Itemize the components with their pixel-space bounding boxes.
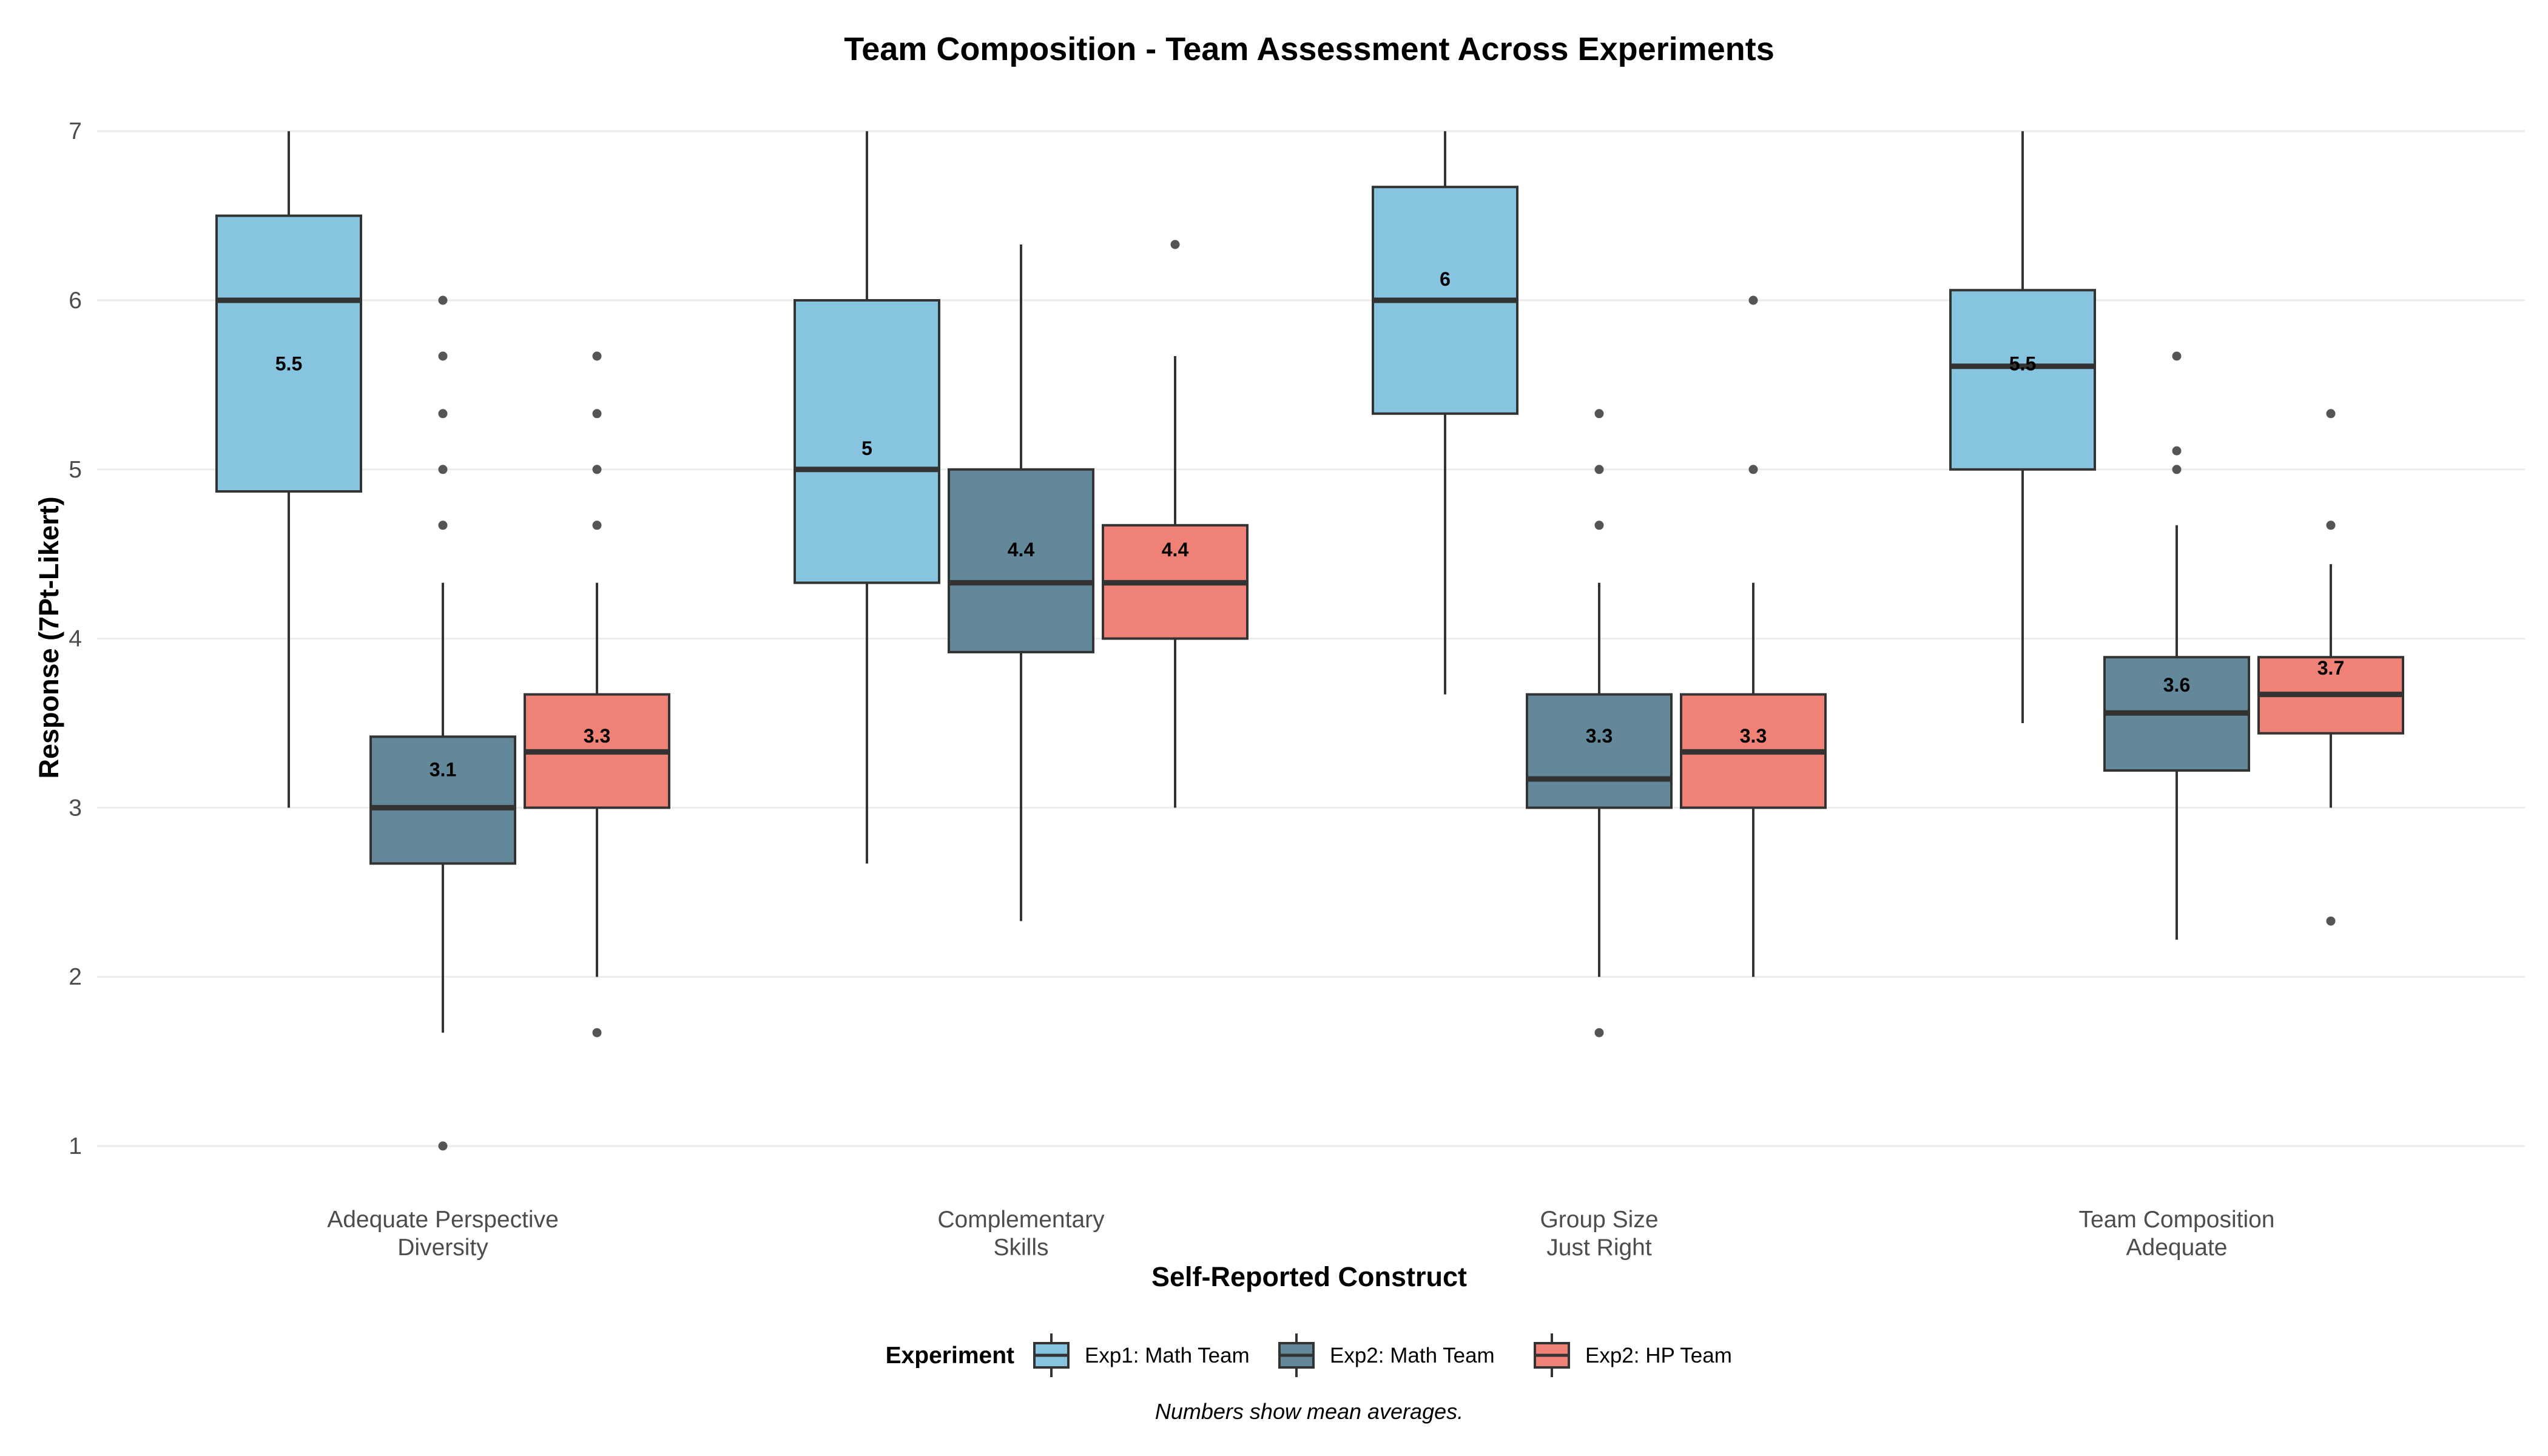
legend-label: Exp2: HP Team xyxy=(1585,1344,1732,1367)
box-group: 3.3 xyxy=(1526,409,1673,1037)
box-group: 3.3 xyxy=(524,351,670,1037)
outlier-point xyxy=(592,351,602,361)
legend-item: Exp2: HP Team xyxy=(1534,1333,1732,1377)
mean-label: 3.6 xyxy=(2163,674,2190,696)
outlier-point xyxy=(1594,521,1604,530)
x-axis-title: Self-Reported Construct xyxy=(1151,1261,1467,1292)
series-group: 3.1 4.4 3.3 3.6 xyxy=(369,244,2250,1151)
series-group: 3.3 4.4 3.3 3.7 xyxy=(524,240,2404,1037)
box xyxy=(1526,693,1673,809)
x-category-label: Complementary Skills xyxy=(937,1207,1105,1261)
x-category-label-line: Adequate xyxy=(2126,1235,2228,1261)
box xyxy=(948,468,1094,653)
legend-label: Exp2: Math Team xyxy=(1330,1344,1495,1367)
box xyxy=(369,735,516,865)
box-group: 3.1 xyxy=(369,295,516,1151)
x-category-label-line: Adequate Perspective xyxy=(327,1207,559,1233)
y-tick-labels: 1 2 3 4 5 6 7 xyxy=(69,118,82,1159)
x-category-label-line: Complementary xyxy=(937,1207,1105,1233)
legend-title: Experiment xyxy=(886,1343,1014,1369)
box-group: 3.6 xyxy=(2103,351,2250,940)
x-category-label-line: Team Composition xyxy=(2079,1207,2275,1233)
box-group: 3.3 xyxy=(1680,295,1827,977)
mean-label: 3.7 xyxy=(2317,657,2344,679)
box xyxy=(1949,289,2096,471)
outlier-point xyxy=(1594,465,1604,474)
mean-label: 4.4 xyxy=(1162,539,1189,561)
box xyxy=(215,214,362,493)
box-group: 4.4 xyxy=(948,244,1094,922)
outlier-point xyxy=(2326,409,2336,419)
outlier-point xyxy=(2172,351,2182,361)
mean-label: 3.3 xyxy=(1586,725,1613,747)
x-category-label-line: Skills xyxy=(993,1235,1048,1261)
outlier-point xyxy=(592,409,602,419)
outlier-point xyxy=(2172,446,2182,456)
y-tick-label: 2 xyxy=(69,964,82,990)
x-category-label: Team Composition Adequate xyxy=(2079,1207,2275,1261)
x-category-label-line: Group Size xyxy=(1540,1207,1658,1233)
legend-item: Exp1: Math Team xyxy=(1033,1333,1250,1377)
outlier-point xyxy=(438,409,448,419)
y-tick-label: 5 xyxy=(69,457,82,483)
series-group: 5.5 5 6 5.5 xyxy=(215,131,2096,864)
mean-label: 5 xyxy=(861,437,872,459)
box-group: 5.5 xyxy=(215,131,362,808)
outlier-point xyxy=(438,465,448,474)
x-category-label: Adequate Perspective Diversity xyxy=(327,1207,559,1261)
chart-caption: Numbers show mean averages. xyxy=(1155,1399,1463,1424)
box-group: 4.4 xyxy=(1102,240,1249,808)
x-category-labels: Adequate Perspective Diversity Complementa… xyxy=(327,1207,2274,1261)
outlier-point xyxy=(438,521,448,530)
box xyxy=(794,299,940,584)
box-group: 5 xyxy=(794,131,940,864)
outlier-point xyxy=(592,465,602,474)
mean-label: 3.1 xyxy=(430,759,456,781)
outlier-point xyxy=(1594,409,1604,419)
y-tick-label: 7 xyxy=(69,118,82,144)
legend-label: Exp1: Math Team xyxy=(1085,1344,1250,1367)
x-category-label-line: Just Right xyxy=(1546,1235,1652,1261)
x-category-label: Group Size Just Right xyxy=(1540,1207,1658,1261)
mean-label: 3.3 xyxy=(584,725,610,747)
y-axis-title: Response (7Pt-Likert) xyxy=(33,496,64,778)
mean-label: 5.5 xyxy=(275,352,302,374)
y-tick-label: 1 xyxy=(69,1133,82,1159)
outlier-point xyxy=(1594,1028,1604,1037)
outlier-point xyxy=(438,351,448,361)
legend-item: Exp2: Math Team xyxy=(1278,1333,1495,1377)
y-tick-label: 4 xyxy=(69,626,82,652)
y-tick-label: 6 xyxy=(69,288,82,314)
y-tick-label: 3 xyxy=(69,795,82,821)
box-group: 3.7 xyxy=(2257,409,2404,926)
outlier-point xyxy=(1170,240,1180,249)
outlier-point xyxy=(2326,521,2336,530)
mean-label: 3.3 xyxy=(1740,725,1767,747)
chart-title: Team Composition - Team Assessment Acros… xyxy=(844,31,1774,67)
outlier-point xyxy=(592,1028,602,1037)
mean-label: 5.5 xyxy=(2009,352,2036,374)
outlier-point xyxy=(438,1141,448,1151)
mean-label: 4.4 xyxy=(1008,539,1035,561)
mean-label: 6 xyxy=(1440,268,1451,290)
outlier-point xyxy=(592,521,602,530)
plot-area: 5.5 5 6 5.5 3.1 4.4 3.3 3.6 3.3 4.4 3.3 3.7 xyxy=(215,131,2404,1151)
box-group: 5.5 xyxy=(1949,131,2096,723)
outlier-point xyxy=(1748,295,1758,305)
outlier-point xyxy=(2172,465,2182,474)
outlier-point xyxy=(438,295,448,305)
box-group: 6 xyxy=(1372,131,1518,695)
outlier-point xyxy=(2326,916,2336,926)
x-category-label-line: Diversity xyxy=(397,1235,488,1261)
legend: Experiment Exp1: Math Team Exp2: Math Tea… xyxy=(886,1333,1732,1377)
outlier-point xyxy=(1748,465,1758,474)
